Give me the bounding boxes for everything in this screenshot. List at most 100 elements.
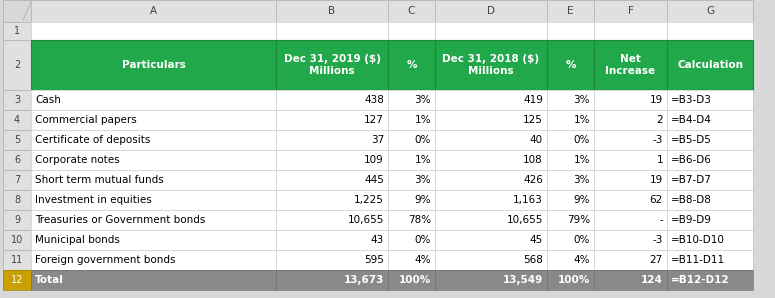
Bar bbox=[667, 190, 753, 210]
Bar bbox=[547, 170, 594, 190]
Text: 1%: 1% bbox=[415, 115, 431, 125]
Text: =B10-D10: =B10-D10 bbox=[671, 235, 725, 245]
Bar bbox=[435, 40, 547, 90]
Bar bbox=[31, 150, 276, 170]
Text: 13,673: 13,673 bbox=[343, 275, 384, 285]
Text: 10: 10 bbox=[11, 235, 23, 245]
Bar bbox=[31, 170, 276, 190]
Bar bbox=[667, 210, 753, 230]
Bar bbox=[3, 190, 31, 210]
Bar bbox=[594, 0, 667, 22]
Text: =B9-D9: =B9-D9 bbox=[671, 215, 712, 225]
Bar bbox=[3, 130, 31, 150]
Bar bbox=[3, 90, 31, 110]
Bar bbox=[3, 22, 31, 40]
Bar bbox=[594, 190, 667, 210]
Bar bbox=[667, 150, 753, 170]
Bar bbox=[3, 250, 31, 270]
Bar bbox=[276, 110, 388, 130]
Text: C: C bbox=[408, 6, 415, 16]
Text: 19: 19 bbox=[649, 175, 663, 185]
Bar bbox=[3, 40, 31, 90]
Bar bbox=[594, 90, 667, 110]
Bar bbox=[435, 230, 547, 250]
Text: 9: 9 bbox=[14, 215, 20, 225]
Bar bbox=[667, 0, 753, 22]
Bar bbox=[547, 210, 594, 230]
Bar bbox=[3, 190, 31, 210]
Bar bbox=[276, 250, 388, 270]
Bar bbox=[435, 270, 547, 290]
Text: Corporate notes: Corporate notes bbox=[35, 155, 119, 165]
Text: Calculation: Calculation bbox=[677, 60, 743, 70]
Bar bbox=[276, 130, 388, 150]
Bar bbox=[547, 40, 594, 90]
Bar bbox=[276, 270, 388, 290]
Bar bbox=[547, 190, 594, 210]
Text: Certificate of deposits: Certificate of deposits bbox=[35, 135, 150, 145]
Bar bbox=[3, 270, 31, 290]
Text: 568: 568 bbox=[523, 255, 543, 265]
Bar bbox=[3, 230, 31, 250]
Bar bbox=[31, 130, 276, 150]
Text: =B5-D5: =B5-D5 bbox=[671, 135, 712, 145]
Bar bbox=[388, 210, 435, 230]
Bar bbox=[435, 0, 547, 22]
Bar bbox=[547, 22, 594, 40]
Bar bbox=[547, 150, 594, 170]
Bar bbox=[667, 40, 753, 90]
Bar bbox=[3, 250, 31, 270]
Text: =B11-D11: =B11-D11 bbox=[671, 255, 725, 265]
Text: Municipal bonds: Municipal bonds bbox=[35, 235, 120, 245]
Text: 11: 11 bbox=[11, 255, 23, 265]
Bar bbox=[388, 0, 435, 22]
Text: 2: 2 bbox=[656, 115, 663, 125]
Bar bbox=[3, 170, 31, 190]
Text: Net
Increase: Net Increase bbox=[605, 54, 656, 76]
Bar bbox=[594, 90, 667, 110]
Text: Short term mutual funds: Short term mutual funds bbox=[35, 175, 164, 185]
Bar bbox=[31, 170, 276, 190]
Bar bbox=[667, 22, 753, 40]
Text: 100%: 100% bbox=[399, 275, 431, 285]
Bar bbox=[388, 0, 435, 22]
Bar bbox=[388, 40, 435, 90]
Bar bbox=[547, 250, 594, 270]
Bar bbox=[388, 110, 435, 130]
Text: -3: -3 bbox=[653, 235, 663, 245]
Text: 426: 426 bbox=[523, 175, 543, 185]
Bar bbox=[547, 230, 594, 250]
Bar bbox=[435, 150, 547, 170]
Text: 9%: 9% bbox=[574, 195, 590, 205]
Bar bbox=[667, 90, 753, 110]
Bar bbox=[276, 90, 388, 110]
Bar bbox=[435, 250, 547, 270]
Bar bbox=[276, 190, 388, 210]
Bar bbox=[388, 170, 435, 190]
Bar bbox=[276, 150, 388, 170]
Bar bbox=[594, 40, 667, 90]
Text: F: F bbox=[628, 6, 633, 16]
Bar bbox=[435, 110, 547, 130]
Bar bbox=[594, 110, 667, 130]
Bar bbox=[3, 150, 31, 170]
Text: 445: 445 bbox=[364, 175, 384, 185]
Bar bbox=[3, 22, 31, 40]
Bar bbox=[435, 270, 547, 290]
Bar bbox=[31, 90, 276, 110]
Bar bbox=[3, 130, 31, 150]
Text: 40: 40 bbox=[530, 135, 543, 145]
Text: 6: 6 bbox=[14, 155, 20, 165]
Text: 3: 3 bbox=[14, 95, 20, 105]
Bar bbox=[31, 40, 276, 90]
Bar bbox=[667, 22, 753, 40]
Bar bbox=[276, 90, 388, 110]
Bar bbox=[31, 210, 276, 230]
Bar bbox=[667, 270, 753, 290]
Bar bbox=[594, 22, 667, 40]
Bar bbox=[594, 40, 667, 90]
Text: 62: 62 bbox=[649, 195, 663, 205]
Bar bbox=[547, 270, 594, 290]
Text: 27: 27 bbox=[649, 255, 663, 265]
Text: 45: 45 bbox=[530, 235, 543, 245]
